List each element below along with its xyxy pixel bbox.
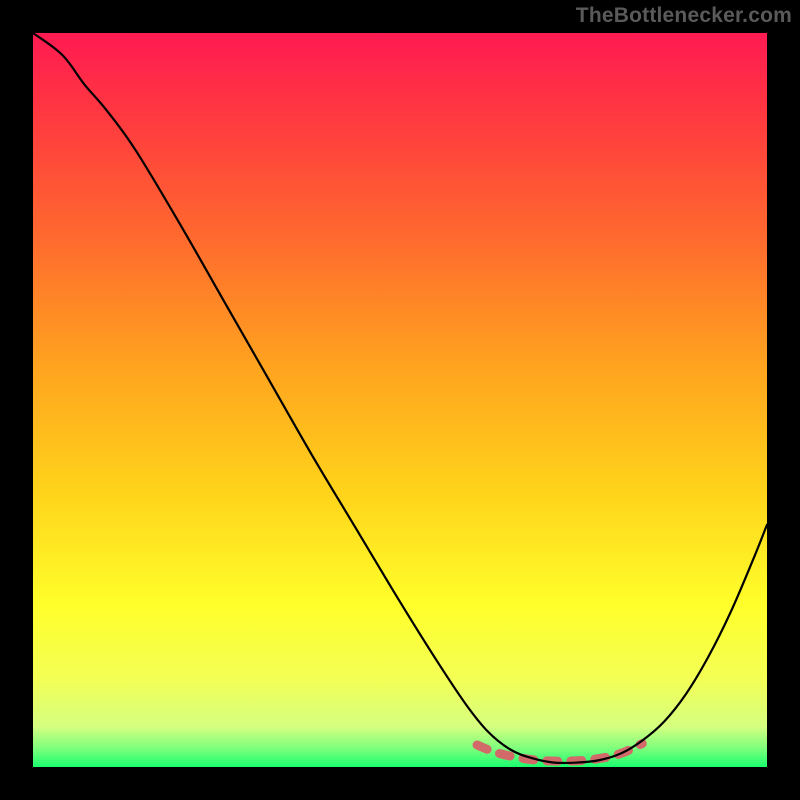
figure-root: { "watermark": { "text": "TheBottlenecke…	[0, 0, 800, 800]
watermark-text: TheBottlenecker.com	[576, 4, 792, 28]
chart-background	[33, 33, 767, 767]
chart-svg	[0, 0, 800, 800]
plot-area	[0, 0, 800, 800]
